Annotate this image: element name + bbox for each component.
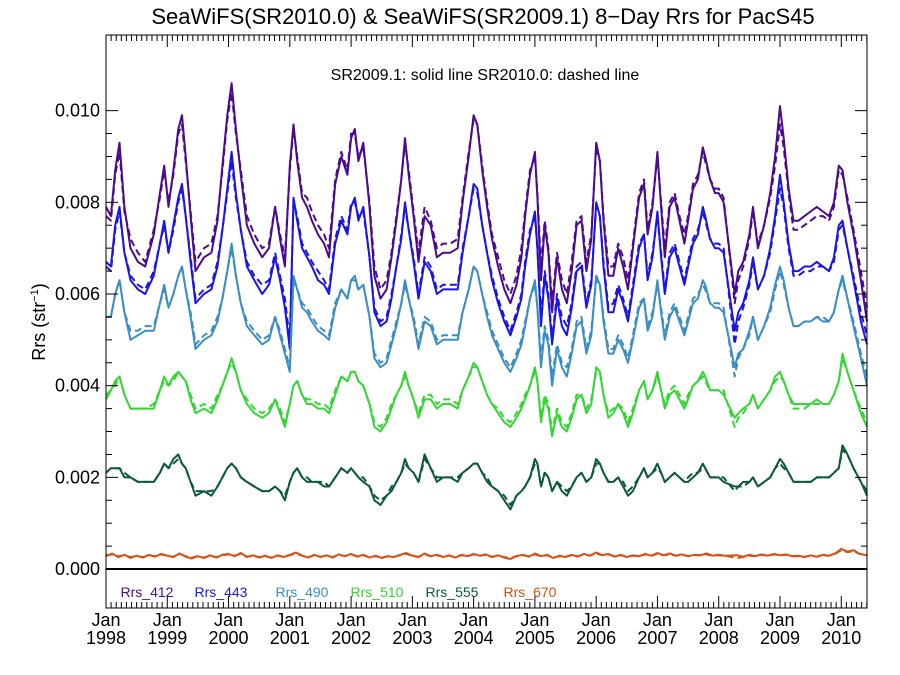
y-axis-label-close: ) <box>29 283 49 289</box>
legend-item-rrs-670: Rrs_670 <box>504 584 557 600</box>
y-tick-label: 0.000 <box>55 559 100 579</box>
x-tick-label-month: Jan <box>827 610 856 630</box>
x-tick-label-year: 2009 <box>760 628 800 648</box>
x-tick-label-month: Jan <box>214 610 243 630</box>
x-tick-label-month: Jan <box>765 610 794 630</box>
x-tick-label-month: Jan <box>520 610 549 630</box>
legend-item-rrs-443: Rrs_443 <box>195 584 248 600</box>
series-rrs-490-solid <box>106 242 868 387</box>
x-tick-label-month: Jan <box>643 610 672 630</box>
y-tick-label: 0.002 <box>55 467 100 487</box>
x-tick-label-year: 2003 <box>392 628 432 648</box>
legend: Rrs_412 Rrs_443 Rrs_490 Rrs_510 Rrs_555 Rrs_6… <box>121 584 557 600</box>
plot-frame <box>105 34 868 609</box>
y-axis: 0.000 0.002 0.004 0.006 0.008 0.010 <box>55 101 867 579</box>
x-tick-label-year: 2001 <box>270 628 310 648</box>
x-tick-label-month: Jan <box>275 610 304 630</box>
x-tick-label-year: 2010 <box>821 628 861 648</box>
x-tick-label-month: Jan <box>337 610 366 630</box>
series-rrs-443-solid <box>105 150 868 350</box>
x-tick-label-month: Jan <box>582 610 611 630</box>
y-tick-label: 0.010 <box>55 101 100 121</box>
series-rrs-412-dashed <box>105 91 868 308</box>
plot-lines <box>105 82 868 560</box>
series-rrs-412-solid <box>105 82 868 322</box>
x-tick-label-year: 1999 <box>147 628 187 648</box>
x-tick-label-year: 2007 <box>637 628 677 648</box>
x-tick-label-month: Jan <box>398 610 427 630</box>
x-tick-label-year: 2005 <box>515 628 555 648</box>
y-axis-label: Rrs (str−1) <box>29 283 49 361</box>
y-tick-label: 0.008 <box>55 192 100 212</box>
series-rrs-670-solid <box>105 547 868 560</box>
series-rrs-555-dashed <box>105 448 868 506</box>
y-tick-label: 0.006 <box>55 284 100 304</box>
x-tick-label-year: 2006 <box>576 628 616 648</box>
x-tick-label-year: 2008 <box>699 628 739 648</box>
line-style-note: SR2009.1: solid line SR2010.0: dashed li… <box>331 67 640 84</box>
legend-item-rrs-555: Rrs_555 <box>426 584 479 600</box>
legend-item-rrs-412: Rrs_412 <box>121 584 174 600</box>
x-tick-label-month: Jan <box>91 610 120 630</box>
x-tick-label-month: Jan <box>459 610 488 630</box>
y-axis-label-sup: −1 <box>29 289 41 302</box>
series-rrs-510-solid <box>105 352 868 438</box>
x-tick-label-year: 2002 <box>331 628 371 648</box>
y-axis-label-main: Rrs (str <box>29 302 49 361</box>
chart-title: SeaWiFS(SR2010.0) & SeaWiFS(SR2009.1) 8−… <box>151 4 814 29</box>
legend-item-rrs-510: Rrs_510 <box>351 584 404 600</box>
x-tick-label-month: Jan <box>153 610 182 630</box>
x-tick-label-year: 2004 <box>454 628 494 648</box>
x-axis: Jan1998Jan1999Jan2000Jan2001Jan2002Jan20… <box>86 35 868 648</box>
x-tick-label-year: 2000 <box>209 628 249 648</box>
series-rrs-555-solid <box>105 444 868 511</box>
y-tick-label: 0.004 <box>55 376 100 396</box>
x-tick-label-year: 1998 <box>86 628 126 648</box>
x-tick-label-month: Jan <box>704 610 733 630</box>
legend-item-rrs-490: Rrs_490 <box>276 584 329 600</box>
